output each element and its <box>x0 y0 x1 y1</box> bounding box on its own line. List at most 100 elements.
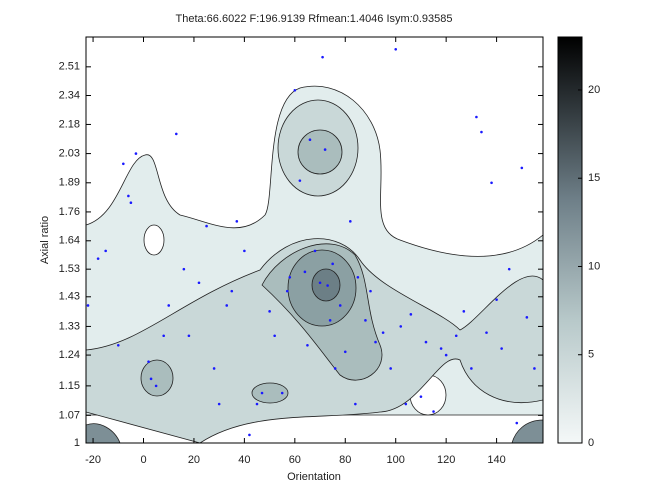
point <box>243 249 246 253</box>
point <box>328 319 332 322</box>
y-tick-label: 1 <box>74 437 80 449</box>
point <box>454 334 458 338</box>
point <box>404 402 408 406</box>
contour-corner <box>511 419 543 443</box>
point <box>149 377 153 381</box>
point <box>268 310 271 313</box>
point <box>389 367 392 370</box>
point <box>174 132 178 136</box>
point <box>96 257 100 260</box>
point <box>306 343 309 347</box>
x-tick-label: 40 <box>238 454 250 466</box>
contour-hole <box>143 224 165 256</box>
point <box>212 367 216 370</box>
point <box>424 340 428 344</box>
x-tick-label: 0 <box>140 454 146 466</box>
point <box>303 270 307 274</box>
contour-level-3 <box>297 129 343 175</box>
point <box>409 313 413 316</box>
y-tick-label: 1.43 <box>59 291 80 303</box>
point <box>485 331 488 334</box>
contour-level-3 <box>251 382 289 404</box>
point <box>134 152 138 155</box>
point <box>308 138 312 142</box>
y-tick-label: 1.24 <box>59 349 80 361</box>
point <box>495 298 498 301</box>
point <box>354 402 357 406</box>
point <box>419 395 423 398</box>
point <box>298 179 302 182</box>
point <box>129 201 133 205</box>
point <box>515 421 519 425</box>
point <box>162 334 165 338</box>
point <box>293 88 297 92</box>
point <box>187 334 191 338</box>
point <box>197 281 201 285</box>
point <box>432 410 435 413</box>
contours <box>86 37 543 443</box>
plot-frame <box>85 36 544 444</box>
point <box>520 166 524 170</box>
point <box>343 350 347 354</box>
point <box>525 316 529 319</box>
y-tick-label: 1.64 <box>59 235 80 247</box>
point <box>444 353 448 357</box>
contour-corner <box>86 423 121 443</box>
point <box>313 249 317 253</box>
point <box>225 304 229 307</box>
x-tick-label: 140 <box>487 454 505 466</box>
point <box>318 281 322 285</box>
point <box>86 304 90 307</box>
point <box>127 194 130 198</box>
x-tick-label: 60 <box>289 454 301 466</box>
y-tick-label: 1.89 <box>59 177 80 189</box>
point <box>356 275 360 279</box>
point <box>480 130 483 134</box>
y-tick-label: 2.51 <box>59 61 80 73</box>
point <box>260 391 264 395</box>
point <box>369 289 372 293</box>
point <box>255 402 259 406</box>
y-tick-label: 1.15 <box>59 380 80 392</box>
point <box>323 148 327 151</box>
y-tick-label: 1.33 <box>59 320 80 332</box>
x-tick-label: 80 <box>339 454 351 466</box>
y-tick-label: 2.34 <box>59 89 80 101</box>
point <box>285 289 289 293</box>
point <box>333 367 337 370</box>
colorbar-tick-label: 5 <box>588 349 594 361</box>
point <box>374 340 377 344</box>
point <box>364 319 367 322</box>
point <box>104 249 107 253</box>
point <box>205 224 208 228</box>
point <box>394 47 398 51</box>
point <box>475 115 478 119</box>
point <box>147 360 150 364</box>
point <box>116 343 120 347</box>
point <box>490 181 493 185</box>
y-tick-label: 1.53 <box>59 263 80 275</box>
y-tick-label: 1.07 <box>59 409 80 421</box>
point <box>439 347 443 350</box>
point <box>235 220 239 223</box>
point <box>288 275 292 279</box>
point <box>338 304 342 307</box>
point <box>182 267 186 271</box>
point <box>273 334 276 338</box>
point <box>399 325 403 328</box>
x-tick-label: 100 <box>387 454 405 466</box>
point <box>507 267 511 271</box>
point <box>500 347 503 350</box>
point <box>470 367 473 370</box>
point <box>167 304 171 307</box>
point <box>321 55 324 59</box>
point <box>381 331 385 334</box>
colorbar-tick-label: 0 <box>588 437 594 449</box>
chart-title: Theta:66.6022 F:196.9139 Rfmean:1.4046 I… <box>175 13 452 25</box>
point <box>248 433 251 437</box>
y-tick-label: 2.18 <box>59 118 80 130</box>
contour-level-3 <box>140 359 174 397</box>
y-axis-label: Axial ratio <box>39 216 51 264</box>
point <box>326 284 329 287</box>
